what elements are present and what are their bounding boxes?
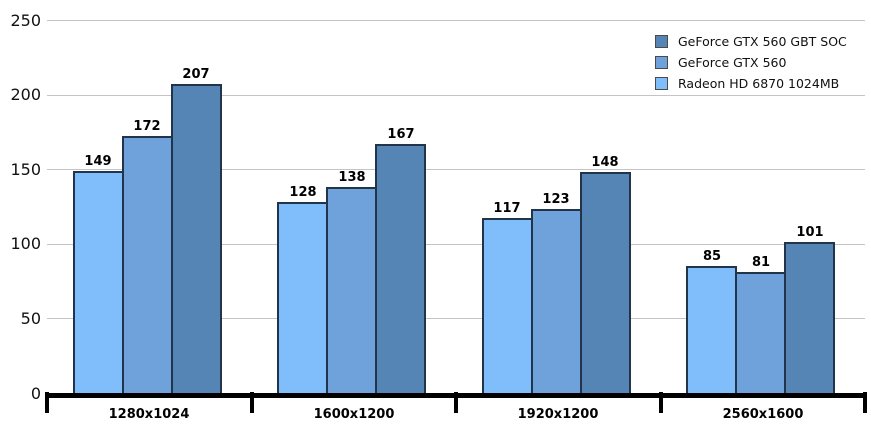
bar-value-label: 81 <box>751 255 771 270</box>
bar <box>277 202 328 393</box>
legend-color-swatch <box>655 77 668 90</box>
y-axis-tick-label: 250 <box>10 11 41 30</box>
bar <box>73 171 124 393</box>
gridline <box>47 95 865 96</box>
legend: GeForce GTX 560 GBT SOC GeForce GTX 560 Ra… <box>655 31 847 94</box>
gridline <box>47 20 865 21</box>
legend-color-swatch <box>655 56 668 69</box>
bar <box>735 272 786 393</box>
bar-value-label: 172 <box>133 119 161 134</box>
bar <box>122 136 173 393</box>
x-axis-tick <box>863 392 867 413</box>
bar <box>375 144 426 393</box>
x-axis-tick <box>250 392 254 413</box>
x-axis-tick <box>659 392 663 413</box>
bar-value-label: 101 <box>796 225 824 240</box>
bar <box>482 218 533 393</box>
bar-value-label: 85 <box>702 249 722 264</box>
y-axis-tick-label: 0 <box>30 384 41 403</box>
bar-value-label: 117 <box>493 201 521 216</box>
bar <box>531 209 582 393</box>
bar <box>784 242 835 393</box>
x-axis-category-label: 1280x1024 <box>108 407 190 422</box>
y-axis-tick-label: 50 <box>20 309 41 328</box>
x-axis-tick <box>454 392 458 413</box>
x-axis-category-label: 2560x1600 <box>722 407 804 422</box>
y-axis-tick-label: 150 <box>10 160 41 179</box>
bar-value-label: 149 <box>84 154 112 169</box>
x-axis-category-label: 1600x1200 <box>313 407 395 422</box>
gridline <box>47 244 865 245</box>
bar <box>171 84 222 393</box>
bar <box>326 187 377 393</box>
gridline <box>47 169 865 170</box>
y-axis-tick-label: 100 <box>10 234 41 253</box>
bar <box>686 266 737 393</box>
bar-value-label: 167 <box>387 127 415 142</box>
legend-label: GeForce GTX 560 GBT SOC <box>678 34 847 49</box>
y-axis-tick-label: 200 <box>10 85 41 104</box>
legend-item: GeForce GTX 560 <box>655 52 847 73</box>
x-axis-category-label: 1920x1200 <box>517 407 599 422</box>
legend-item: GeForce GTX 560 GBT SOC <box>655 31 847 52</box>
legend-color-swatch <box>655 35 668 48</box>
bar-value-label: 138 <box>338 170 366 185</box>
bar-value-label: 123 <box>542 192 570 207</box>
gridline <box>47 318 865 319</box>
legend-label: GeForce GTX 560 <box>678 55 787 70</box>
legend-label: Radeon HD 6870 1024MB <box>678 76 840 91</box>
bar-value-label: 128 <box>289 185 317 200</box>
bar-value-label: 207 <box>182 67 210 82</box>
bar <box>580 172 631 393</box>
legend-item: Radeon HD 6870 1024MB <box>655 73 847 94</box>
x-axis-tick <box>45 392 49 413</box>
bar-value-label: 148 <box>591 155 619 170</box>
